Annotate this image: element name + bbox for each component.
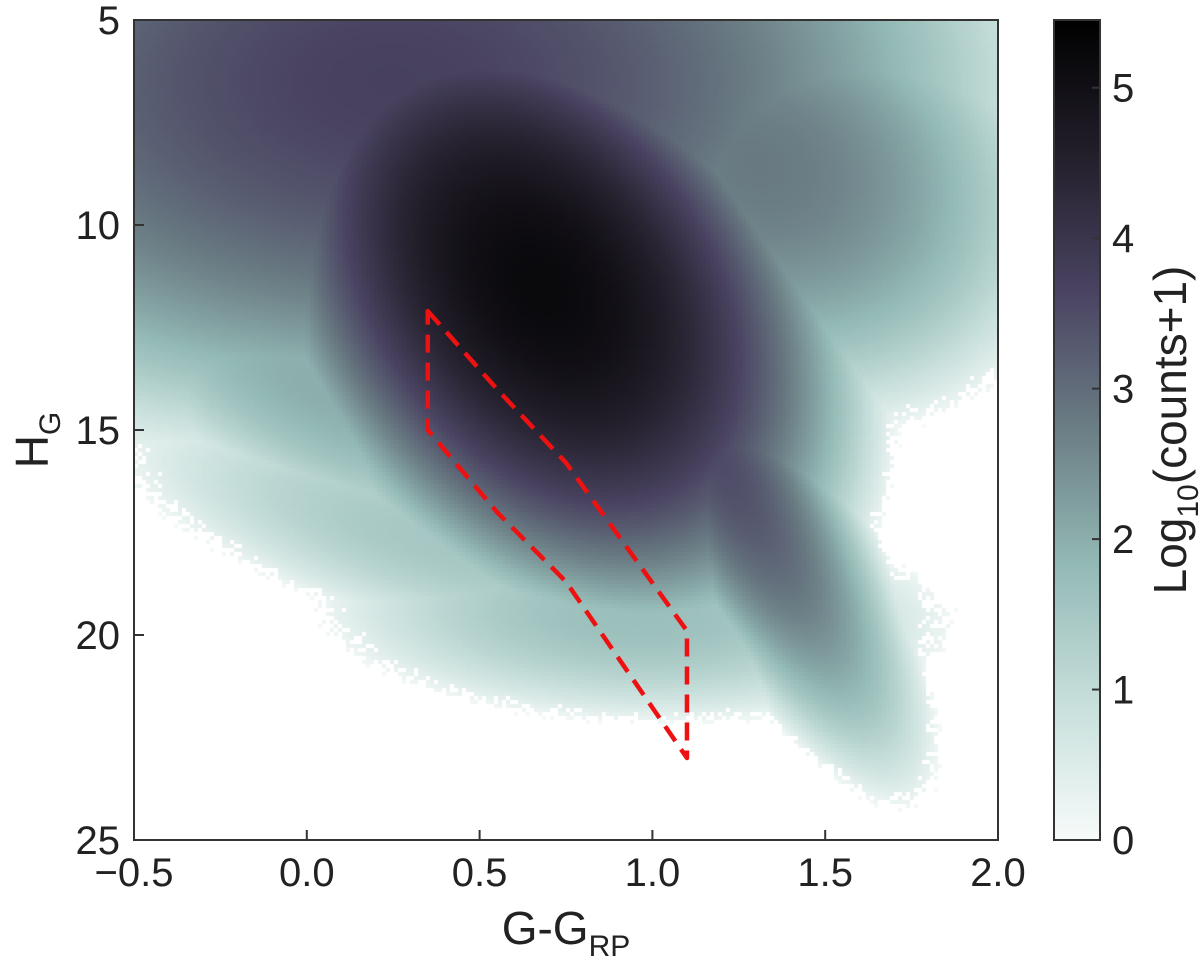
density-heatmap [134,20,998,840]
y-tick-label: 20 [76,614,121,658]
y-tick-label: 10 [76,204,121,248]
colorbar [1053,19,1101,841]
colorbar-tick-label: 5 [1112,67,1134,111]
x-tick-label: 1.5 [797,851,853,895]
x-axis-label: G-GRP [502,902,631,963]
x-axis-label-main: G-G [502,902,589,954]
y-tick-label: 15 [76,409,121,453]
x-axis-label-sub: RP [589,930,631,963]
selection-region [425,308,690,761]
colorbar-tick-label: 0 [1112,819,1134,863]
y-axis-label-main: H [6,435,58,468]
colorbar-tick-label: 1 [1112,669,1134,713]
y-tick-label: 25 [76,819,121,863]
x-tick-label: 0.5 [452,851,508,895]
colorbar-label-main: Log [1144,518,1196,595]
colorbar-tick-label: 2 [1112,518,1134,562]
y-axis-label-sub: G [34,412,67,435]
x-tick-label: 0.0 [279,851,335,895]
y-tick-label: 5 [98,0,120,43]
colorbar-tick-label: 3 [1112,368,1134,412]
colorbar-ticks: 0 1 2 3 4 5 [1092,67,1134,863]
colorbar-label-rest: (counts+1) [1144,266,1196,485]
x-axis-ticks: −0.5 0.0 0.5 1.0 1.5 2.0 [95,830,1026,895]
colorbar-label-sub: 10 [1172,484,1200,517]
y-axis-label: HG [6,412,67,469]
x-tick-label: −0.5 [95,851,174,895]
y-axis-ticks: 5 10 15 20 25 [76,0,144,863]
x-tick-label: 2.0 [970,851,1026,895]
x-tick-label: 1.0 [625,851,681,895]
colorbar-label: Log10(counts+1) [1144,266,1200,595]
colorbar-tick-label: 4 [1112,217,1134,261]
